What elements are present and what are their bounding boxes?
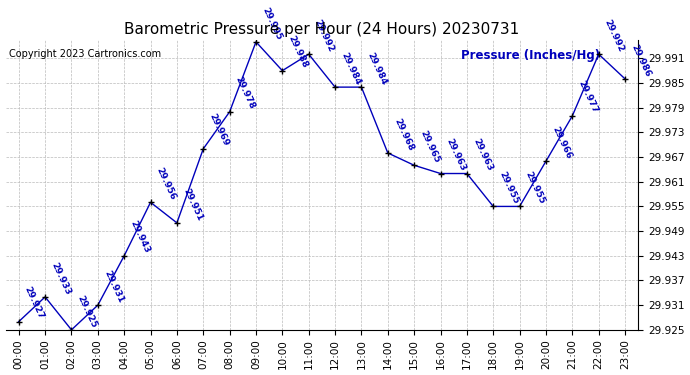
Text: Copyright 2023 Cartronics.com: Copyright 2023 Cartronics.com <box>9 48 161 58</box>
Title: Barometric Pressure per Hour (24 Hours) 20230731: Barometric Pressure per Hour (24 Hours) … <box>124 22 520 37</box>
Text: 29.992: 29.992 <box>313 18 336 53</box>
Text: 29.965: 29.965 <box>418 129 441 165</box>
Text: 29.978: 29.978 <box>234 75 257 111</box>
Text: 29.984: 29.984 <box>366 51 388 86</box>
Text: 29.955: 29.955 <box>524 170 546 206</box>
Text: 29.943: 29.943 <box>128 219 151 255</box>
Text: 29.955: 29.955 <box>497 170 520 206</box>
Text: 29.933: 29.933 <box>49 261 72 296</box>
Text: 29.984: 29.984 <box>339 51 362 86</box>
Text: 29.927: 29.927 <box>23 285 46 321</box>
Text: 29.986: 29.986 <box>629 43 652 78</box>
Text: 29.969: 29.969 <box>208 112 230 148</box>
Text: 29.988: 29.988 <box>286 34 309 70</box>
Text: 29.977: 29.977 <box>576 80 600 115</box>
Text: 29.992: 29.992 <box>603 18 626 53</box>
Text: 29.925: 29.925 <box>76 294 99 329</box>
Text: Pressure (Inches/Hg): Pressure (Inches/Hg) <box>461 48 600 62</box>
Text: 29.931: 29.931 <box>102 269 125 304</box>
Text: 29.968: 29.968 <box>392 117 415 152</box>
Text: 29.963: 29.963 <box>471 137 494 173</box>
Text: 29.956: 29.956 <box>155 166 177 201</box>
Text: 29.995: 29.995 <box>260 6 283 41</box>
Text: 29.951: 29.951 <box>181 187 204 222</box>
Text: 29.963: 29.963 <box>444 137 468 173</box>
Text: 29.966: 29.966 <box>550 125 573 160</box>
